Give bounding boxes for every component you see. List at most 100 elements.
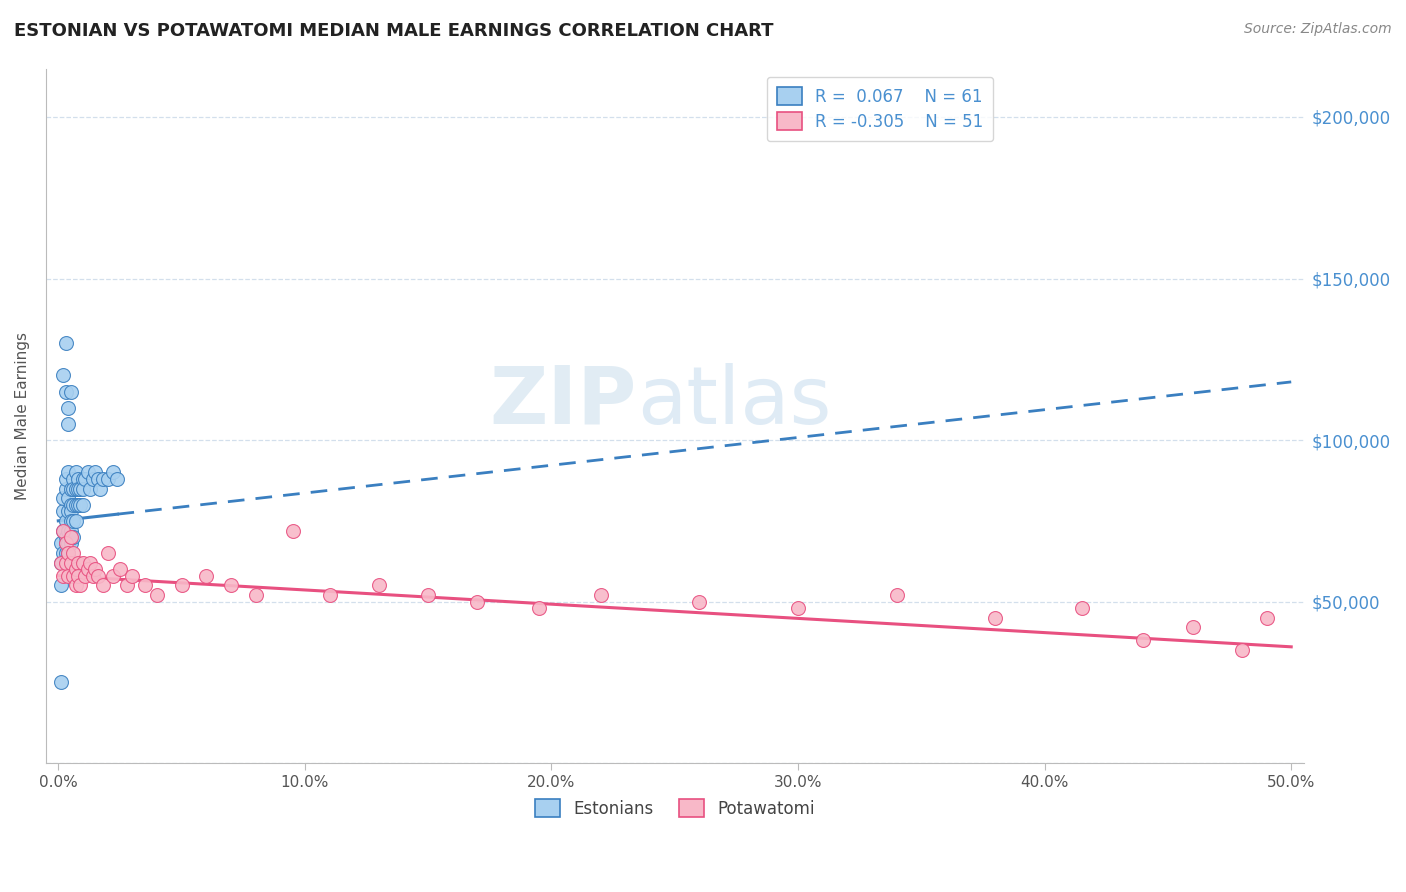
Point [56, 524, 79, 538]
Legend: Estonians, Potawatomi: Estonians, Potawatomi [529, 792, 821, 824]
Point [1132, 633, 1154, 648]
Point [56, 536, 79, 550]
Point [65, 498, 87, 512]
Y-axis label: Median Male Earnings: Median Male Earnings [15, 332, 30, 500]
Point [52, 546, 75, 560]
Point [121, 568, 143, 582]
Point [62, 530, 84, 544]
Point [56, 546, 79, 560]
Point [170, 578, 193, 592]
Point [62, 514, 84, 528]
Point [65, 466, 87, 480]
Point [69, 578, 91, 592]
Point [55, 514, 77, 528]
Point [56, 504, 79, 518]
Point [55, 556, 77, 570]
Point [55, 472, 77, 486]
Point [55, 482, 77, 496]
Point [1070, 601, 1092, 615]
Point [69, 482, 91, 496]
Point [65, 578, 87, 592]
Point [87, 568, 110, 582]
Point [72, 482, 94, 496]
Point [367, 578, 389, 592]
Point [101, 568, 124, 582]
Point [59, 482, 82, 496]
Point [55, 336, 77, 351]
Point [65, 562, 87, 576]
Point [1256, 611, 1278, 625]
Point [59, 536, 82, 550]
Point [89, 482, 111, 496]
Point [79, 482, 101, 496]
Point [97, 472, 120, 486]
Point [49, 578, 72, 592]
Point [91, 578, 114, 592]
Point [52, 568, 75, 582]
Point [77, 562, 100, 576]
Point [59, 524, 82, 538]
Point [52, 504, 75, 518]
Point [56, 568, 79, 582]
Point [82, 568, 104, 582]
Point [527, 601, 550, 615]
Text: Source: ZipAtlas.com: Source: ZipAtlas.com [1244, 22, 1392, 37]
Point [66, 498, 89, 512]
Point [66, 556, 89, 570]
Point [107, 472, 129, 486]
Point [56, 556, 79, 570]
Point [1230, 643, 1253, 657]
Point [56, 546, 79, 560]
Point [59, 514, 82, 528]
Point [91, 472, 114, 486]
Point [281, 524, 304, 538]
Point [108, 562, 131, 576]
Point [195, 568, 218, 582]
Point [55, 536, 77, 550]
Point [49, 556, 72, 570]
Point [52, 524, 75, 538]
Point [59, 504, 82, 518]
Point [688, 594, 710, 608]
Point [117, 578, 139, 592]
Point [467, 594, 489, 608]
Point [84, 562, 107, 576]
Point [72, 472, 94, 486]
Point [55, 546, 77, 560]
Point [66, 472, 89, 486]
Point [59, 556, 82, 570]
Point [52, 368, 75, 383]
Point [82, 472, 104, 486]
Point [418, 588, 440, 602]
Point [49, 556, 72, 570]
Point [69, 498, 91, 512]
Point [55, 384, 77, 399]
Point [52, 524, 75, 538]
Point [65, 482, 87, 496]
Point [72, 498, 94, 512]
Point [59, 530, 82, 544]
Point [56, 466, 79, 480]
Point [66, 568, 89, 582]
Point [1181, 620, 1204, 634]
Point [787, 601, 810, 615]
Point [62, 546, 84, 560]
Text: atlas: atlas [637, 363, 831, 441]
Point [59, 498, 82, 512]
Point [219, 578, 242, 592]
Point [97, 546, 120, 560]
Point [134, 578, 156, 592]
Point [56, 401, 79, 415]
Point [62, 482, 84, 496]
Point [55, 536, 77, 550]
Text: ZIP: ZIP [489, 363, 637, 441]
Point [62, 472, 84, 486]
Point [62, 568, 84, 582]
Point [245, 588, 267, 602]
Point [101, 466, 124, 480]
Point [589, 588, 612, 602]
Point [75, 568, 97, 582]
Point [55, 530, 77, 544]
Point [75, 472, 97, 486]
Point [886, 588, 908, 602]
